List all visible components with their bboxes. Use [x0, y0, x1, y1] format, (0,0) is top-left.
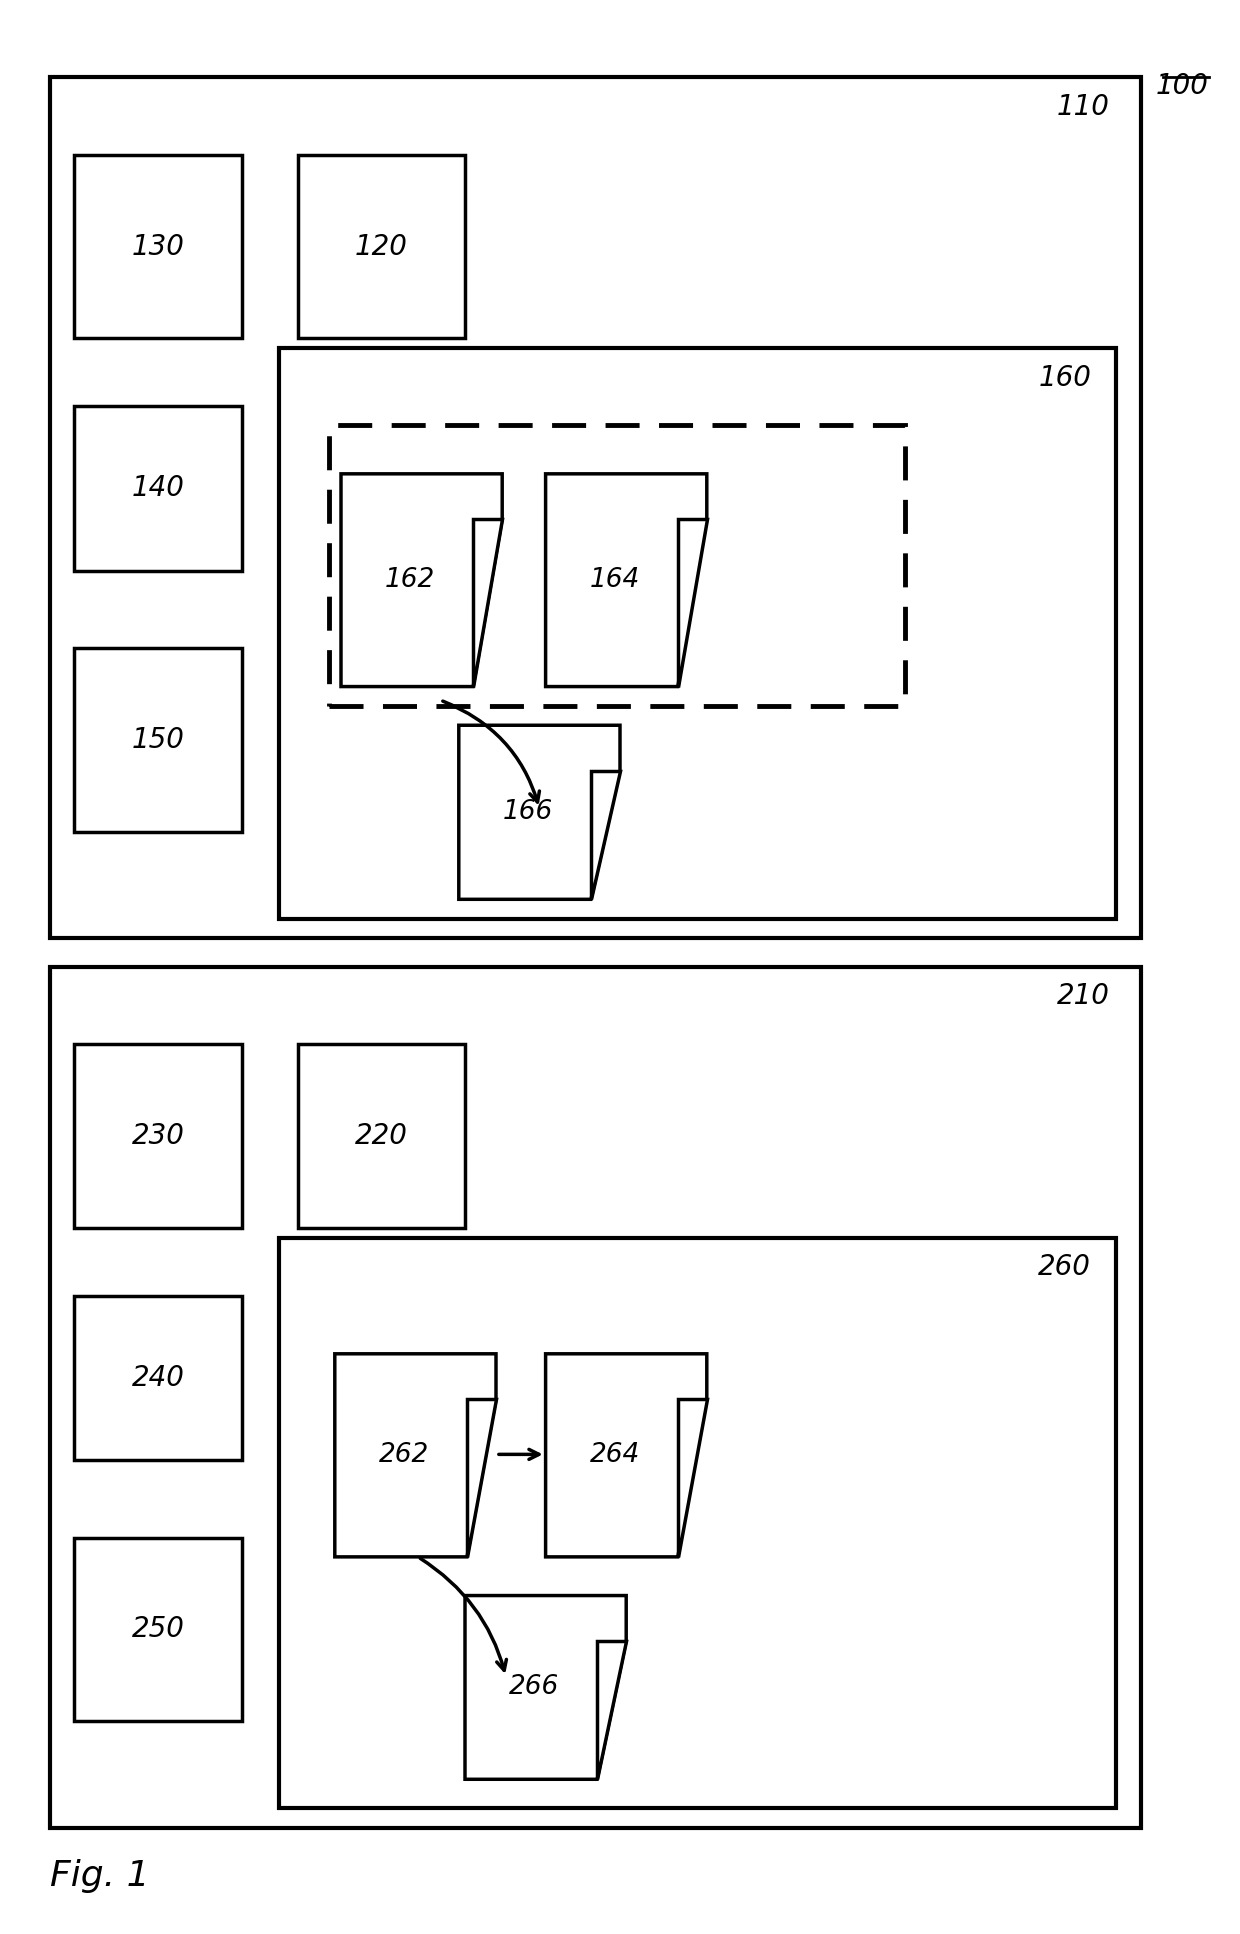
- Text: 100: 100: [1156, 72, 1209, 99]
- Text: 140: 140: [131, 474, 185, 503]
- Bar: [329, 425, 905, 706]
- Bar: [298, 155, 465, 338]
- Bar: [74, 648, 242, 832]
- Text: Fig. 1: Fig. 1: [50, 1859, 149, 1893]
- Text: 250: 250: [131, 1615, 185, 1644]
- Text: 240: 240: [131, 1363, 185, 1392]
- Text: 130: 130: [131, 232, 185, 261]
- Polygon shape: [678, 518, 707, 687]
- Bar: [50, 967, 1141, 1828]
- Text: 164: 164: [590, 567, 640, 594]
- Bar: [74, 1296, 242, 1460]
- Text: 262: 262: [379, 1443, 429, 1468]
- Text: 220: 220: [355, 1122, 408, 1151]
- Text: 260: 260: [1038, 1253, 1091, 1280]
- Bar: [279, 1238, 1116, 1808]
- Polygon shape: [598, 1640, 626, 1779]
- Text: 110: 110: [1056, 93, 1110, 120]
- Polygon shape: [546, 1354, 707, 1557]
- Text: 120: 120: [355, 232, 408, 261]
- Text: 210: 210: [1056, 982, 1110, 1010]
- Text: 166: 166: [503, 799, 553, 826]
- Polygon shape: [465, 1596, 626, 1779]
- Polygon shape: [591, 770, 620, 899]
- Text: 160: 160: [1038, 364, 1091, 391]
- Text: 150: 150: [131, 725, 185, 754]
- Bar: [298, 1044, 465, 1228]
- Bar: [74, 406, 242, 571]
- Bar: [279, 348, 1116, 919]
- Text: 264: 264: [590, 1443, 640, 1468]
- Polygon shape: [467, 1398, 496, 1557]
- Polygon shape: [546, 474, 707, 687]
- Text: 266: 266: [510, 1675, 559, 1700]
- Polygon shape: [341, 474, 502, 687]
- Text: 162: 162: [386, 567, 435, 594]
- Bar: [74, 1538, 242, 1721]
- Polygon shape: [474, 518, 502, 687]
- Polygon shape: [459, 725, 620, 899]
- Bar: [50, 77, 1141, 938]
- Polygon shape: [335, 1354, 496, 1557]
- Bar: [74, 155, 242, 338]
- Bar: [74, 1044, 242, 1228]
- Polygon shape: [678, 1398, 707, 1557]
- Text: 230: 230: [131, 1122, 185, 1151]
